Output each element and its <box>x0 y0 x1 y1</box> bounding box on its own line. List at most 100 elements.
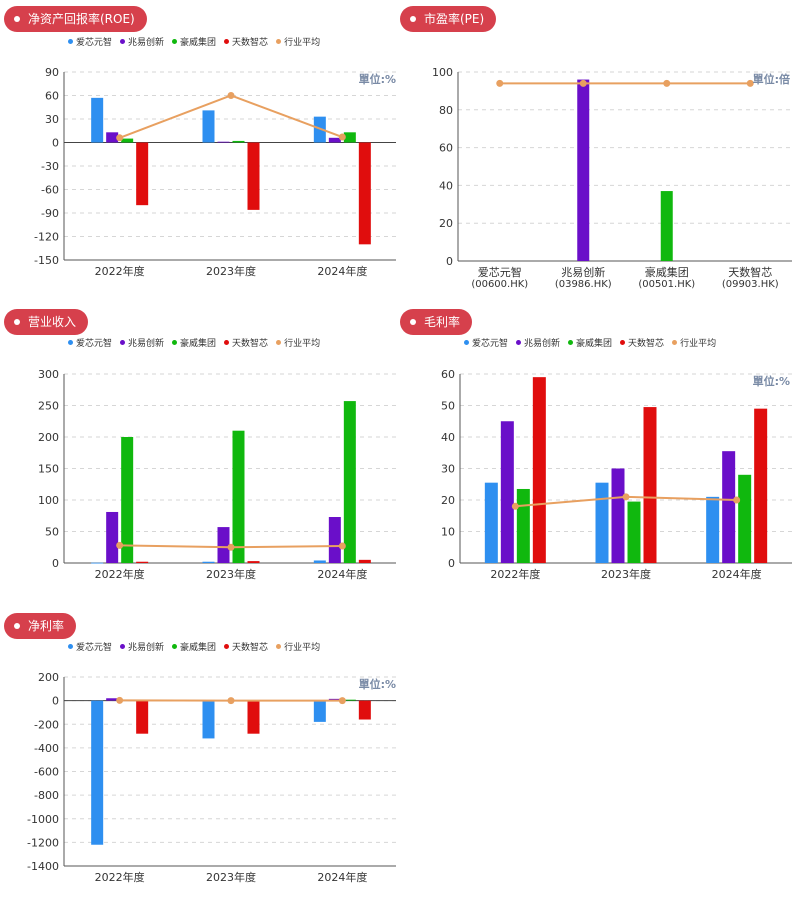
panel-title: 市盈率(PE) <box>424 12 485 26</box>
legend-swatch-icon <box>224 644 230 649</box>
y-tick-label: -1400 <box>27 860 59 873</box>
bullet-icon <box>14 319 20 325</box>
bar <box>484 482 498 563</box>
panel-title-pill: 营业收入 <box>4 309 89 335</box>
average-line <box>119 94 343 139</box>
x-tick-label: 2022年度 <box>95 870 145 884</box>
legend-label: 天数智芯 <box>628 339 665 349</box>
legend-item[interactable]: 豪威集团 <box>172 336 216 349</box>
legend-item[interactable]: 行业平均 <box>672 336 716 349</box>
y-tick-label: 0 <box>446 255 453 268</box>
bar <box>232 140 245 143</box>
legend-item[interactable]: 兆易创新 <box>120 640 164 653</box>
average-point <box>511 502 519 510</box>
legend-item[interactable]: 兆易创新 <box>516 336 560 349</box>
legend-swatch-icon <box>120 644 126 649</box>
legend-label: 豪威集团 <box>180 38 217 48</box>
y-tick-label: 30 <box>441 463 455 476</box>
bar <box>136 700 149 734</box>
bar <box>343 401 356 563</box>
average-point <box>579 79 587 87</box>
legend-item[interactable]: 天数智芯 <box>620 336 664 349</box>
bar <box>106 132 119 143</box>
bar <box>643 407 657 563</box>
average-point <box>338 542 346 550</box>
y-tick-label: -800 <box>34 789 59 802</box>
bar <box>136 561 149 563</box>
average-point <box>733 496 741 504</box>
panel-pe: 市盈率(PE) 100 80 60 40 20 0 爱芯元智 (00600.HK) 兆易创新 (0… <box>396 0 792 300</box>
legend-item[interactable]: 行业平均 <box>276 35 320 48</box>
bar <box>121 138 134 143</box>
legend-item[interactable]: 爱芯元智 <box>68 336 112 349</box>
legend-item[interactable]: 行业平均 <box>276 640 320 653</box>
average-point <box>746 79 754 87</box>
x-tick-label: (03986.HK) <box>555 279 612 290</box>
legend-label: 爱芯元智 <box>76 643 113 653</box>
legend-item[interactable]: 爱芯元智 <box>68 640 112 653</box>
unit-label: 單位:倍 <box>753 72 790 86</box>
legend-item[interactable]: 行业平均 <box>276 336 320 349</box>
legend-label: 豪威集团 <box>576 339 613 349</box>
x-tick-label: 2023年度 <box>206 264 256 278</box>
legend-item[interactable]: 豪威集团 <box>568 336 612 349</box>
legend-item[interactable]: 天数智芯 <box>224 35 268 48</box>
average-point <box>227 697 235 705</box>
y-tick-label: 300 <box>38 368 59 381</box>
panel-title: 营业收入 <box>28 315 77 329</box>
bar <box>328 517 341 563</box>
legend-item[interactable]: 天数智芯 <box>224 640 268 653</box>
y-tick-label: 20 <box>439 217 453 230</box>
legend-item[interactable]: 兆易创新 <box>120 336 164 349</box>
legend-swatch-icon <box>516 340 522 345</box>
panel-title-pill: 净资产回报率(ROE) <box>4 6 147 32</box>
x-tick-label: 爱芯元智 <box>478 265 522 279</box>
bar <box>106 511 119 563</box>
y-tick-label: 30 <box>45 113 59 126</box>
legend-label: 天数智芯 <box>232 339 269 349</box>
legend-label: 兆易创新 <box>128 38 165 48</box>
bar <box>247 142 260 210</box>
panel-revenue: 营业收入 爱芯元智 兆易创新 豪威集团 天数智芯 行业平均 300 250 200 150 10… <box>0 303 396 603</box>
panel-title-pill: 市盈率(PE) <box>400 6 497 32</box>
y-tick-label: 200 <box>38 671 59 684</box>
bar <box>247 700 260 734</box>
bar <box>136 142 149 206</box>
panel-title-pill: 净利率 <box>4 613 77 639</box>
legend-label: 行业平均 <box>284 38 321 48</box>
legend: 爱芯元智 兆易创新 豪威集团 天数智芯 行业平均 <box>68 336 328 349</box>
bar <box>106 698 119 701</box>
y-tick-label: 0 <box>52 557 59 570</box>
legend-item[interactable]: 爱芯元智 <box>68 35 112 48</box>
panel-net: 净利率 爱芯元智 兆易创新 豪威集团 天数智芯 行业平均 200 0 -200 -400 -60… <box>0 607 396 904</box>
y-tick-label: 60 <box>439 142 453 155</box>
x-tick-label: 2024年度 <box>317 567 367 581</box>
legend-label: 兆易创新 <box>128 339 165 349</box>
x-tick-label: 2024年度 <box>317 870 367 884</box>
y-tick-label: 0 <box>448 557 455 570</box>
bar <box>722 451 736 563</box>
x-tick-label: 2024年度 <box>317 264 367 278</box>
legend-item[interactable]: 兆易创新 <box>120 35 164 48</box>
legend-swatch-icon <box>68 39 73 44</box>
x-tick-label: (09903.HK) <box>722 279 779 290</box>
chart-gross: 60 50 40 30 20 10 0 2022年度 2023年度 2024年度 單位:% <box>441 368 792 581</box>
y-tick-label: -1000 <box>27 813 59 826</box>
bar <box>313 700 326 722</box>
panel-roe: 净资产回报率(ROE) 爱芯元智 兆易创新 豪威集团 天数智芯 行业平均 90 60 30 0… <box>0 0 396 300</box>
legend-item[interactable]: 天数智芯 <box>224 336 268 349</box>
panel-title: 毛利率 <box>424 315 461 329</box>
legend-item[interactable]: 爱芯元智 <box>464 336 508 349</box>
bar <box>247 561 260 563</box>
legend-item[interactable]: 豪威集团 <box>172 640 216 653</box>
bar <box>202 561 215 563</box>
legend-label: 兆易创新 <box>128 643 165 653</box>
x-tick-label: 兆易创新 <box>561 265 605 279</box>
y-tick-label: 200 <box>38 431 59 444</box>
legend-swatch-icon <box>68 340 73 345</box>
y-tick-label: 100 <box>432 66 453 79</box>
legend-swatch-icon <box>224 39 230 44</box>
legend-swatch-icon <box>120 340 126 345</box>
legend-item[interactable]: 豪威集团 <box>172 35 216 48</box>
y-tick-label: 40 <box>441 431 455 444</box>
